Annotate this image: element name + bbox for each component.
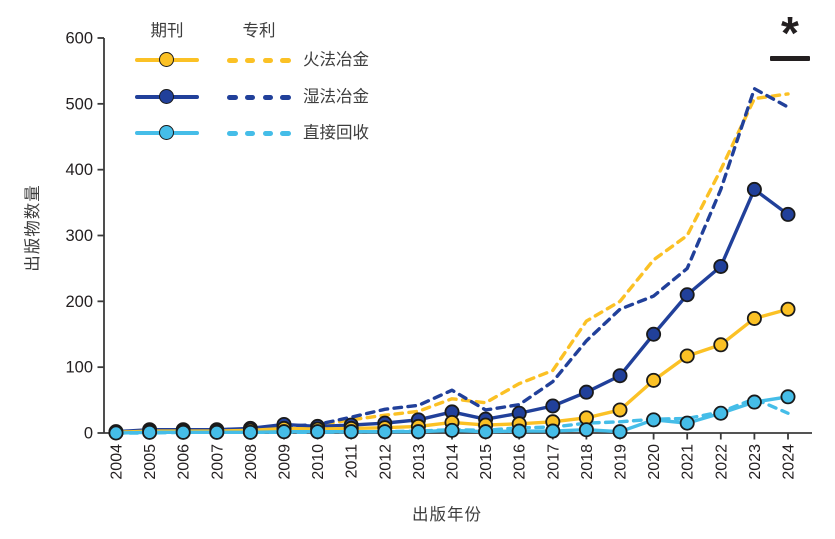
series-pyro-patent: [114, 92, 790, 435]
data-point-direct-journal: [646, 412, 662, 428]
data-point-direct-journal: [410, 424, 426, 440]
data-point-direct-journal: [746, 394, 762, 410]
data-point-direct-journal: [108, 425, 124, 441]
data-point-direct-journal: [545, 423, 561, 439]
legend-patent-swatch-hydro: [227, 95, 291, 100]
data-point-pyro-journal: [612, 402, 628, 418]
x-tick-label: 2005: [142, 444, 159, 480]
x-tick-label: 2010: [310, 444, 327, 480]
legend-header-journal: 期刊: [150, 22, 184, 40]
data-point-pyro-journal: [780, 301, 796, 317]
legend-label-direct: 直接回收: [303, 124, 369, 142]
x-tick-label: 2015: [478, 444, 495, 480]
legend-row-direct-recycling: 直接回收: [0, 122, 420, 144]
data-point-direct-journal: [343, 424, 359, 440]
legend-label-pyro: 火法冶金: [303, 51, 369, 69]
data-point-pyro-journal: [646, 372, 662, 388]
data-point-direct-journal: [578, 422, 594, 438]
data-point-direct-journal: [679, 415, 695, 431]
legend-label-hydro: 湿法冶金: [303, 88, 369, 106]
legend-journal-swatch-hydro: [135, 86, 199, 108]
data-point-direct-journal: [377, 424, 393, 440]
y-axis-title: 出版物数量: [24, 184, 42, 272]
data-point-direct-journal: [713, 405, 729, 421]
annotation-underline: [770, 56, 810, 61]
x-tick-label: 2006: [176, 444, 193, 480]
data-point-direct-journal: [276, 424, 292, 440]
data-point-hydro-journal: [679, 287, 695, 303]
data-point-direct-journal: [612, 424, 628, 440]
series: [108, 86, 796, 441]
axes: 0 100 200 300 400 500 600 2004 2005 2006 2007 2008 2…: [65, 30, 812, 480]
data-point-direct-journal: [780, 389, 796, 405]
x-tick-label: 2007: [209, 444, 226, 480]
legend-journal-swatch-direct: [135, 122, 199, 144]
data-point-pyro-journal: [679, 348, 695, 364]
data-point-direct-journal: [511, 423, 527, 439]
x-tick-label: 2004: [109, 444, 126, 480]
data-point-hydro-journal: [780, 206, 796, 222]
legend-row-pyrometallurgy: 火法冶金: [0, 49, 420, 71]
data-point-hydro-journal: [545, 398, 561, 414]
x-tick-label: 2022: [713, 444, 730, 480]
x-tick-label: 2024: [781, 444, 798, 480]
data-point-direct-journal: [310, 424, 326, 440]
y-tick-label: 200: [65, 293, 93, 311]
x-tick-label: 2012: [377, 444, 394, 480]
significance-annotation: *: [770, 7, 810, 61]
data-point-pyro-journal: [746, 310, 762, 326]
data-point-direct-journal: [142, 424, 158, 440]
x-tick-label: 2008: [243, 444, 260, 480]
x-tick-label: 2019: [613, 444, 630, 480]
x-tick-label: 2018: [579, 444, 596, 480]
data-point-hydro-journal: [612, 368, 628, 384]
y-tick-label: 600: [65, 30, 93, 48]
series-line-hydro-journal: [114, 187, 790, 434]
legend-header-patent: 专利: [242, 22, 276, 40]
data-point-direct-journal: [242, 424, 258, 440]
y-tick-label: 400: [65, 161, 93, 179]
y-tick-label: 100: [65, 359, 93, 377]
data-point-hydro-journal: [746, 181, 762, 197]
x-tick-label: 2020: [646, 444, 663, 480]
data-point-direct-journal: [478, 424, 494, 440]
data-point-hydro-journal: [646, 326, 662, 342]
data-point-hydro-journal: [578, 384, 594, 400]
legend-row-hydrometallurgy: 湿法冶金: [0, 86, 420, 108]
x-axis-title: 出版年份: [412, 506, 482, 524]
x-tick-label: 2021: [680, 444, 697, 480]
y-tick-label: 500: [65, 95, 93, 113]
data-point-direct-journal: [209, 424, 225, 440]
legend-journal-swatch-pyro: [135, 49, 199, 71]
y-tick-label: 300: [65, 227, 93, 245]
x-tick-label: 2009: [277, 444, 294, 480]
x-tick-label: 2023: [747, 444, 764, 480]
data-point-pyro-journal: [713, 337, 729, 353]
data-point-direct-journal: [444, 422, 460, 438]
x-tick-label: 2017: [545, 444, 562, 480]
legend-patent-swatch-direct: [227, 131, 291, 136]
x-tick-label: 2013: [411, 444, 428, 480]
series-line-pyro-patent: [114, 92, 790, 435]
legend-patent-swatch-pyro: [227, 58, 291, 63]
y-tick-label: 0: [84, 425, 93, 443]
series-direct-journal: [108, 389, 796, 441]
x-tick-label: 2016: [512, 444, 529, 480]
x-tick-label: 2014: [445, 444, 462, 480]
data-point-direct-journal: [175, 424, 191, 440]
asterisk-symbol: *: [781, 7, 799, 59]
data-point-hydro-journal: [713, 258, 729, 274]
x-tick-label: 2011: [344, 444, 361, 479]
